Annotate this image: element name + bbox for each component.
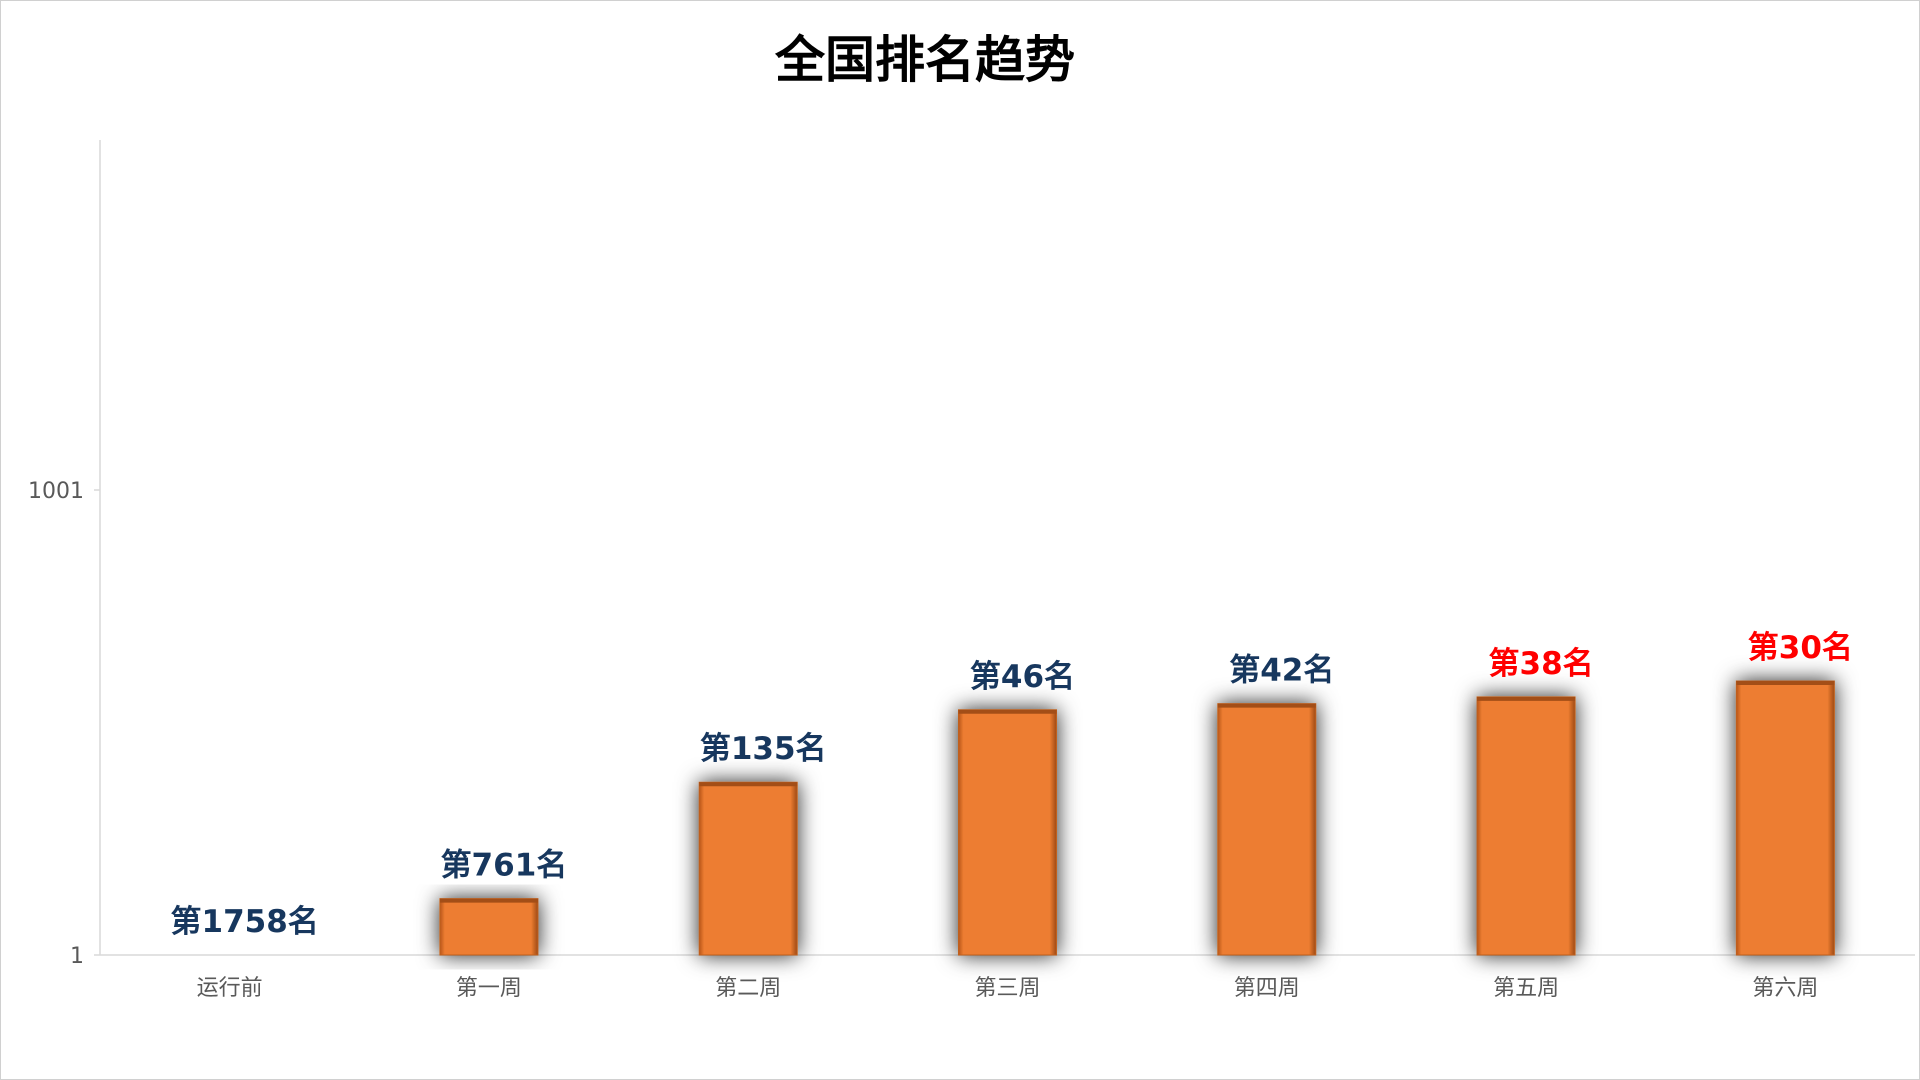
bar xyxy=(439,898,539,956)
data-label: 第42名 xyxy=(1229,653,1334,689)
x-tick-label: 运行前 xyxy=(197,976,263,1001)
bar xyxy=(1735,680,1835,956)
x-tick-label: 第五周 xyxy=(1493,976,1559,1001)
data-labels: 运行前第1758名第一周第761名第二周第135名第三周第46名第四周第42名第… xyxy=(171,630,1853,1001)
chart-title: 全国排名趋势 xyxy=(775,31,1075,89)
data-label: 第30名 xyxy=(1748,630,1853,666)
x-tick-label: 第一周 xyxy=(456,976,522,1001)
y-tick-label: 1001 xyxy=(28,479,84,504)
data-label: 第1758名 xyxy=(171,904,319,940)
bar xyxy=(698,781,798,956)
x-tick-label: 第三周 xyxy=(974,976,1040,1001)
data-label: 第135名 xyxy=(700,731,827,767)
data-label: 第761名 xyxy=(441,848,568,884)
bar xyxy=(1476,696,1576,956)
bar xyxy=(1217,703,1317,956)
data-label: 第46名 xyxy=(970,659,1075,695)
bar xyxy=(958,709,1057,956)
data-label: 第38名 xyxy=(1489,646,1594,682)
x-tick-label: 第二周 xyxy=(715,976,781,1001)
bars xyxy=(439,680,1835,956)
x-tick-label: 第六周 xyxy=(1752,976,1818,1001)
x-tick-label: 第四周 xyxy=(1234,976,1300,1001)
y-tick-label: 1 xyxy=(70,944,84,969)
